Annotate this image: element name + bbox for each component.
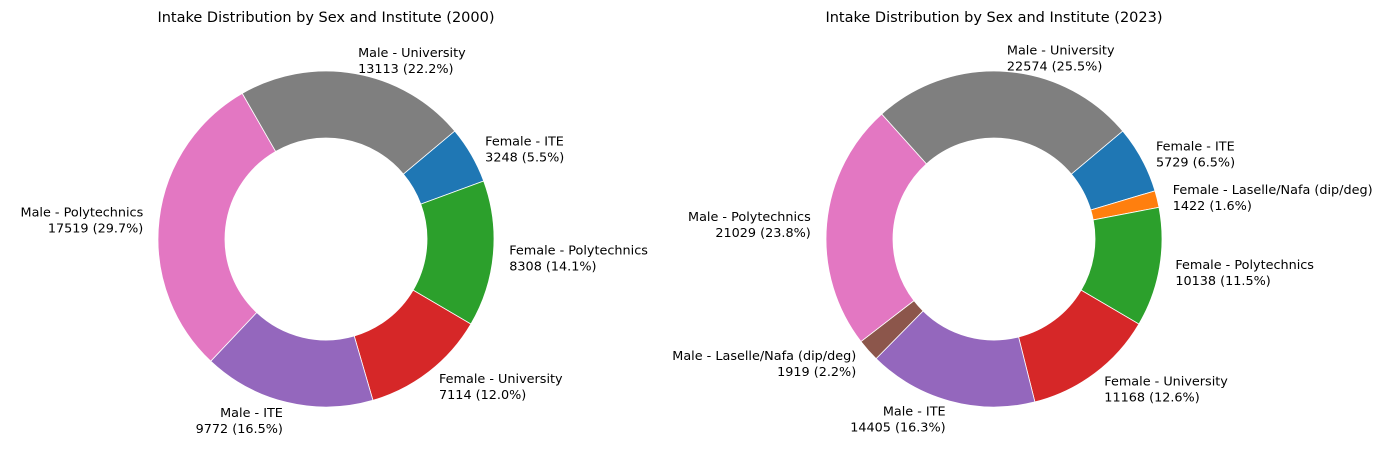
chart-title: Intake Distribution by Sex and Institute… — [157, 10, 494, 26]
slice-male-polytechnics — [157, 92, 277, 362]
slice-label: Female - ITE 5729 (6.5%) — [1156, 140, 1235, 171]
donut-chart-2023: Intake Distribution by Sex and Institute… — [672, 10, 1372, 436]
slice-label: Female - University 7114 (12.0%) — [439, 372, 563, 403]
slice-label: Male - ITE 9772 (16.5%) — [196, 406, 283, 437]
slice-male-university — [881, 70, 1124, 175]
donut-chart-2000: Intake Distribution by Sex and Institute… — [21, 10, 649, 437]
slice-label: Male - ITE 14405 (16.3%) — [850, 405, 945, 436]
chart-title: Intake Distribution by Sex and Institute… — [825, 10, 1162, 26]
slice-male-university — [241, 70, 456, 175]
slice-label: Female - University 11168 (12.6%) — [1104, 374, 1228, 405]
slice-label: Female - Polytechnics 10138 (11.5%) — [1175, 258, 1314, 289]
slice-label: Male - Laselle/Nafa (dip/deg) 1919 (2.2%) — [672, 349, 856, 380]
slice-label: Male - University 13113 (22.2%) — [358, 46, 466, 77]
slice-label: Male - Polytechnics 21029 (23.8%) — [688, 210, 811, 241]
slice-label: Female - Laselle/Nafa (dip/deg) 1422 (1.6… — [1173, 183, 1373, 214]
slice-label: Male - Polytechnics 17519 (29.7%) — [21, 206, 144, 237]
slice-male-polytechnics — [825, 113, 928, 343]
slice-label: Male - University 22574 (25.5%) — [1007, 43, 1115, 74]
slice-label: Female - Polytechnics 8308 (14.1%) — [509, 243, 648, 274]
slice-label: Female - ITE 3248 (5.5%) — [485, 135, 564, 166]
